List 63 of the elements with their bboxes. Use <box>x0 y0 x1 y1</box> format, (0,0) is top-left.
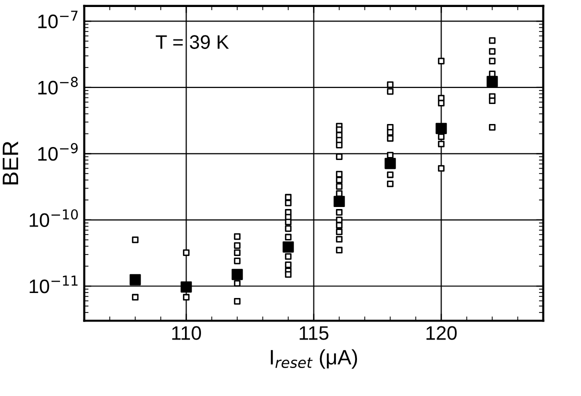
y-tick-label: 10$^{−7}$ <box>38 10 78 28</box>
y-tick-label: 10$^{−11}$ <box>30 276 78 294</box>
point <box>182 249 190 256</box>
point <box>488 124 496 131</box>
point <box>334 196 345 208</box>
point <box>132 236 139 244</box>
point <box>284 218 292 226</box>
point <box>284 225 292 232</box>
point <box>336 190 343 197</box>
point <box>234 249 241 256</box>
x-axis-title: I$_{reset}$ (μA) <box>270 349 358 369</box>
point <box>386 180 394 188</box>
x-tick-label: 115 <box>300 326 328 340</box>
point <box>438 140 445 148</box>
point <box>234 233 241 240</box>
point <box>234 280 241 287</box>
point <box>336 228 343 236</box>
point <box>336 222 343 229</box>
point <box>386 135 394 142</box>
point <box>234 298 241 305</box>
y-axis-title: BER <box>2 142 18 184</box>
point <box>336 183 343 190</box>
point <box>438 165 445 172</box>
point <box>284 234 292 240</box>
point <box>386 129 394 136</box>
point <box>438 133 445 140</box>
point <box>234 242 241 249</box>
point <box>336 246 343 254</box>
point <box>132 294 139 301</box>
point <box>438 58 445 64</box>
point <box>488 37 496 44</box>
point <box>336 142 343 148</box>
point <box>488 48 496 55</box>
point <box>488 58 496 64</box>
point <box>386 171 394 178</box>
point <box>488 97 496 104</box>
point <box>438 100 445 106</box>
point <box>386 152 394 158</box>
point <box>336 176 343 184</box>
point <box>384 158 396 170</box>
x-tick-label: 110 <box>172 326 201 340</box>
point <box>284 271 292 278</box>
point <box>130 274 141 286</box>
point <box>336 236 343 243</box>
point <box>284 253 292 260</box>
point <box>336 153 343 160</box>
point <box>284 200 292 206</box>
point <box>232 268 243 280</box>
point <box>182 294 190 301</box>
point <box>336 209 343 216</box>
y-tick-label: 10$^{−8}$ <box>38 76 78 95</box>
point <box>386 88 394 95</box>
y-tick-label: 10$^{−9}$ <box>38 143 78 161</box>
point <box>282 241 294 253</box>
x-tick-label: 120 <box>426 326 457 340</box>
point <box>180 281 192 293</box>
point <box>486 76 498 88</box>
point <box>386 81 394 88</box>
annotation: T = 39 K <box>156 35 229 49</box>
y-tick-label: 10$^{−10}$ <box>30 209 78 227</box>
point <box>234 258 241 264</box>
point <box>436 122 447 134</box>
point <box>284 261 292 268</box>
